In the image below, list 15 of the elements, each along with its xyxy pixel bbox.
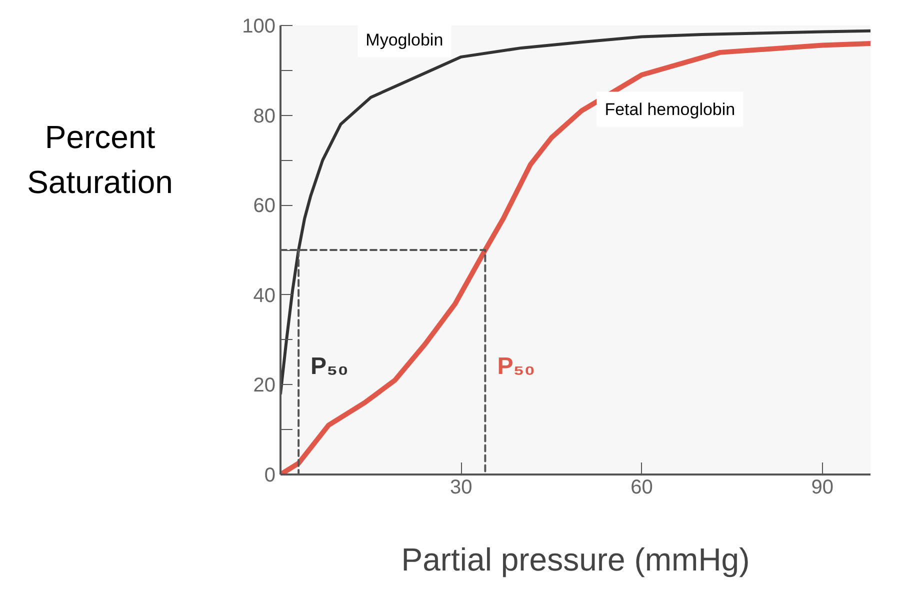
series-label: Fetal hemoglobin (604, 100, 736, 119)
annotation: P₅₀ (310, 353, 348, 380)
series-label: Myoglobin (366, 30, 444, 50)
y-axis-title: Percent Saturation (27, 118, 173, 202)
x-tick-label: 30 (450, 476, 472, 498)
annotation: P₅₀ (497, 353, 536, 380)
y-tick-label: 80 (253, 105, 276, 128)
y-tick-label: 0 (264, 464, 276, 486)
y-tick-label: 100 (242, 16, 276, 38)
y-tick-label: 60 (253, 195, 276, 218)
x-tick-label: 60 (630, 476, 653, 498)
y-tick-label: 20 (253, 374, 276, 397)
x-axis-title: Partial pressure (mmHg) (401, 542, 750, 578)
y-tick-label: 40 (253, 284, 276, 307)
x-tick-label: 90 (811, 476, 834, 498)
